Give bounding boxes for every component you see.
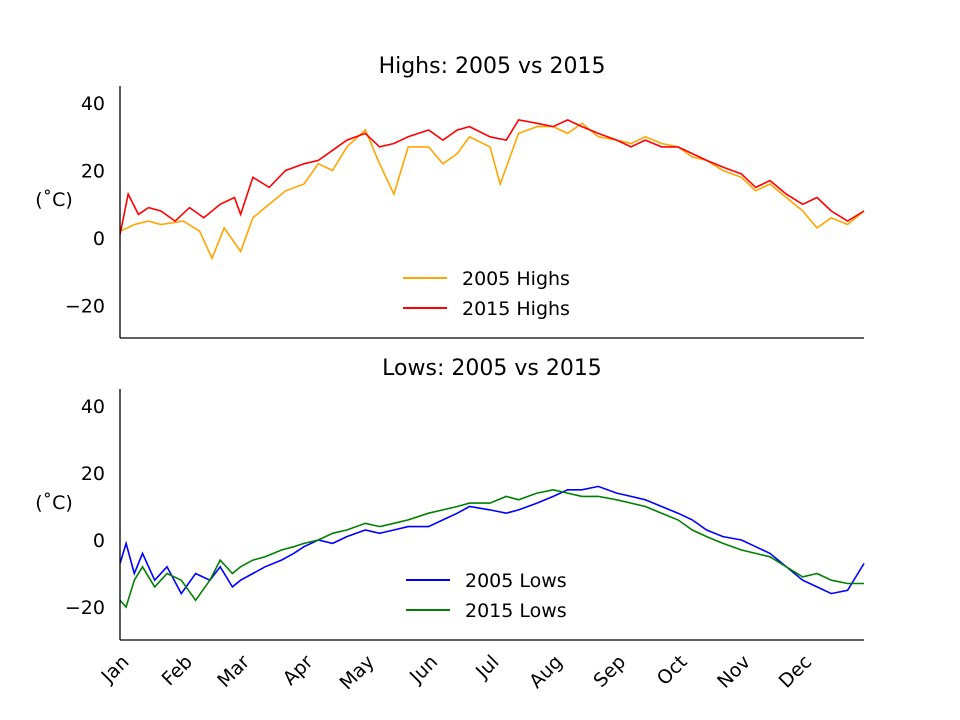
series-line-2015-highs (119, 119, 865, 235)
y-tick-label: −20 (65, 296, 105, 318)
month-tick-label: Mar (213, 651, 254, 692)
month-tick-label: Oct (653, 651, 692, 690)
y-tick-label: 40 (81, 396, 105, 418)
month-tick-label: Jan (97, 651, 134, 688)
highs-legend: 2005 Highs 2015 Highs (403, 268, 570, 320)
series-line-2005-lows (119, 485, 865, 596)
y-tick-label: 20 (81, 161, 105, 183)
legend-label-2005-highs: 2005 Highs (462, 268, 570, 290)
y-tick-label: −20 (65, 597, 105, 619)
highs-ylabel: (˚C) (35, 189, 73, 211)
month-tick-label: Dec (775, 651, 817, 693)
month-tick-label: Apr (279, 651, 318, 690)
lows-title: Lows: 2005 vs 2015 (382, 356, 602, 381)
month-tick-label: Sep (589, 651, 630, 692)
series-line-2005-highs (119, 122, 865, 261)
y-tick-label: 0 (93, 530, 105, 552)
month-tick-label: May (335, 651, 378, 694)
legend-label-2015-highs: 2015 Highs (462, 298, 570, 320)
highs-panel: Highs: 2005 vs 2015 (˚C) −20 0 20 40 2005 H… (35, 54, 865, 339)
lows-ylabel: (˚C) (35, 492, 73, 514)
series-line-2015-lows (119, 488, 864, 609)
lows-legend: 2005 Lows 2015 Lows (406, 570, 567, 622)
lows-panel: Lows: 2005 vs 2015 (˚C) −20 0 20 40 2005 Lo… (35, 356, 865, 694)
legend-label-2015-lows: 2015 Lows (465, 600, 567, 622)
month-tick-label: Feb (158, 651, 197, 690)
month-tick-labels: Jan Feb Mar Apr May Jun Jul Aug Sep Oct Nov Dec (97, 651, 817, 694)
y-tick-label: 20 (81, 463, 105, 485)
y-tick-label: 40 (81, 93, 105, 115)
y-tick-label: 0 (93, 228, 105, 250)
month-tick-label: Aug (525, 651, 567, 693)
legend-label-2005-lows: 2005 Lows (465, 570, 567, 592)
month-tick-label: Nov (713, 651, 755, 693)
month-tick-label: Jun (405, 651, 442, 688)
month-tick-label: Jul (471, 651, 503, 683)
highs-title: Highs: 2005 vs 2015 (379, 54, 606, 79)
